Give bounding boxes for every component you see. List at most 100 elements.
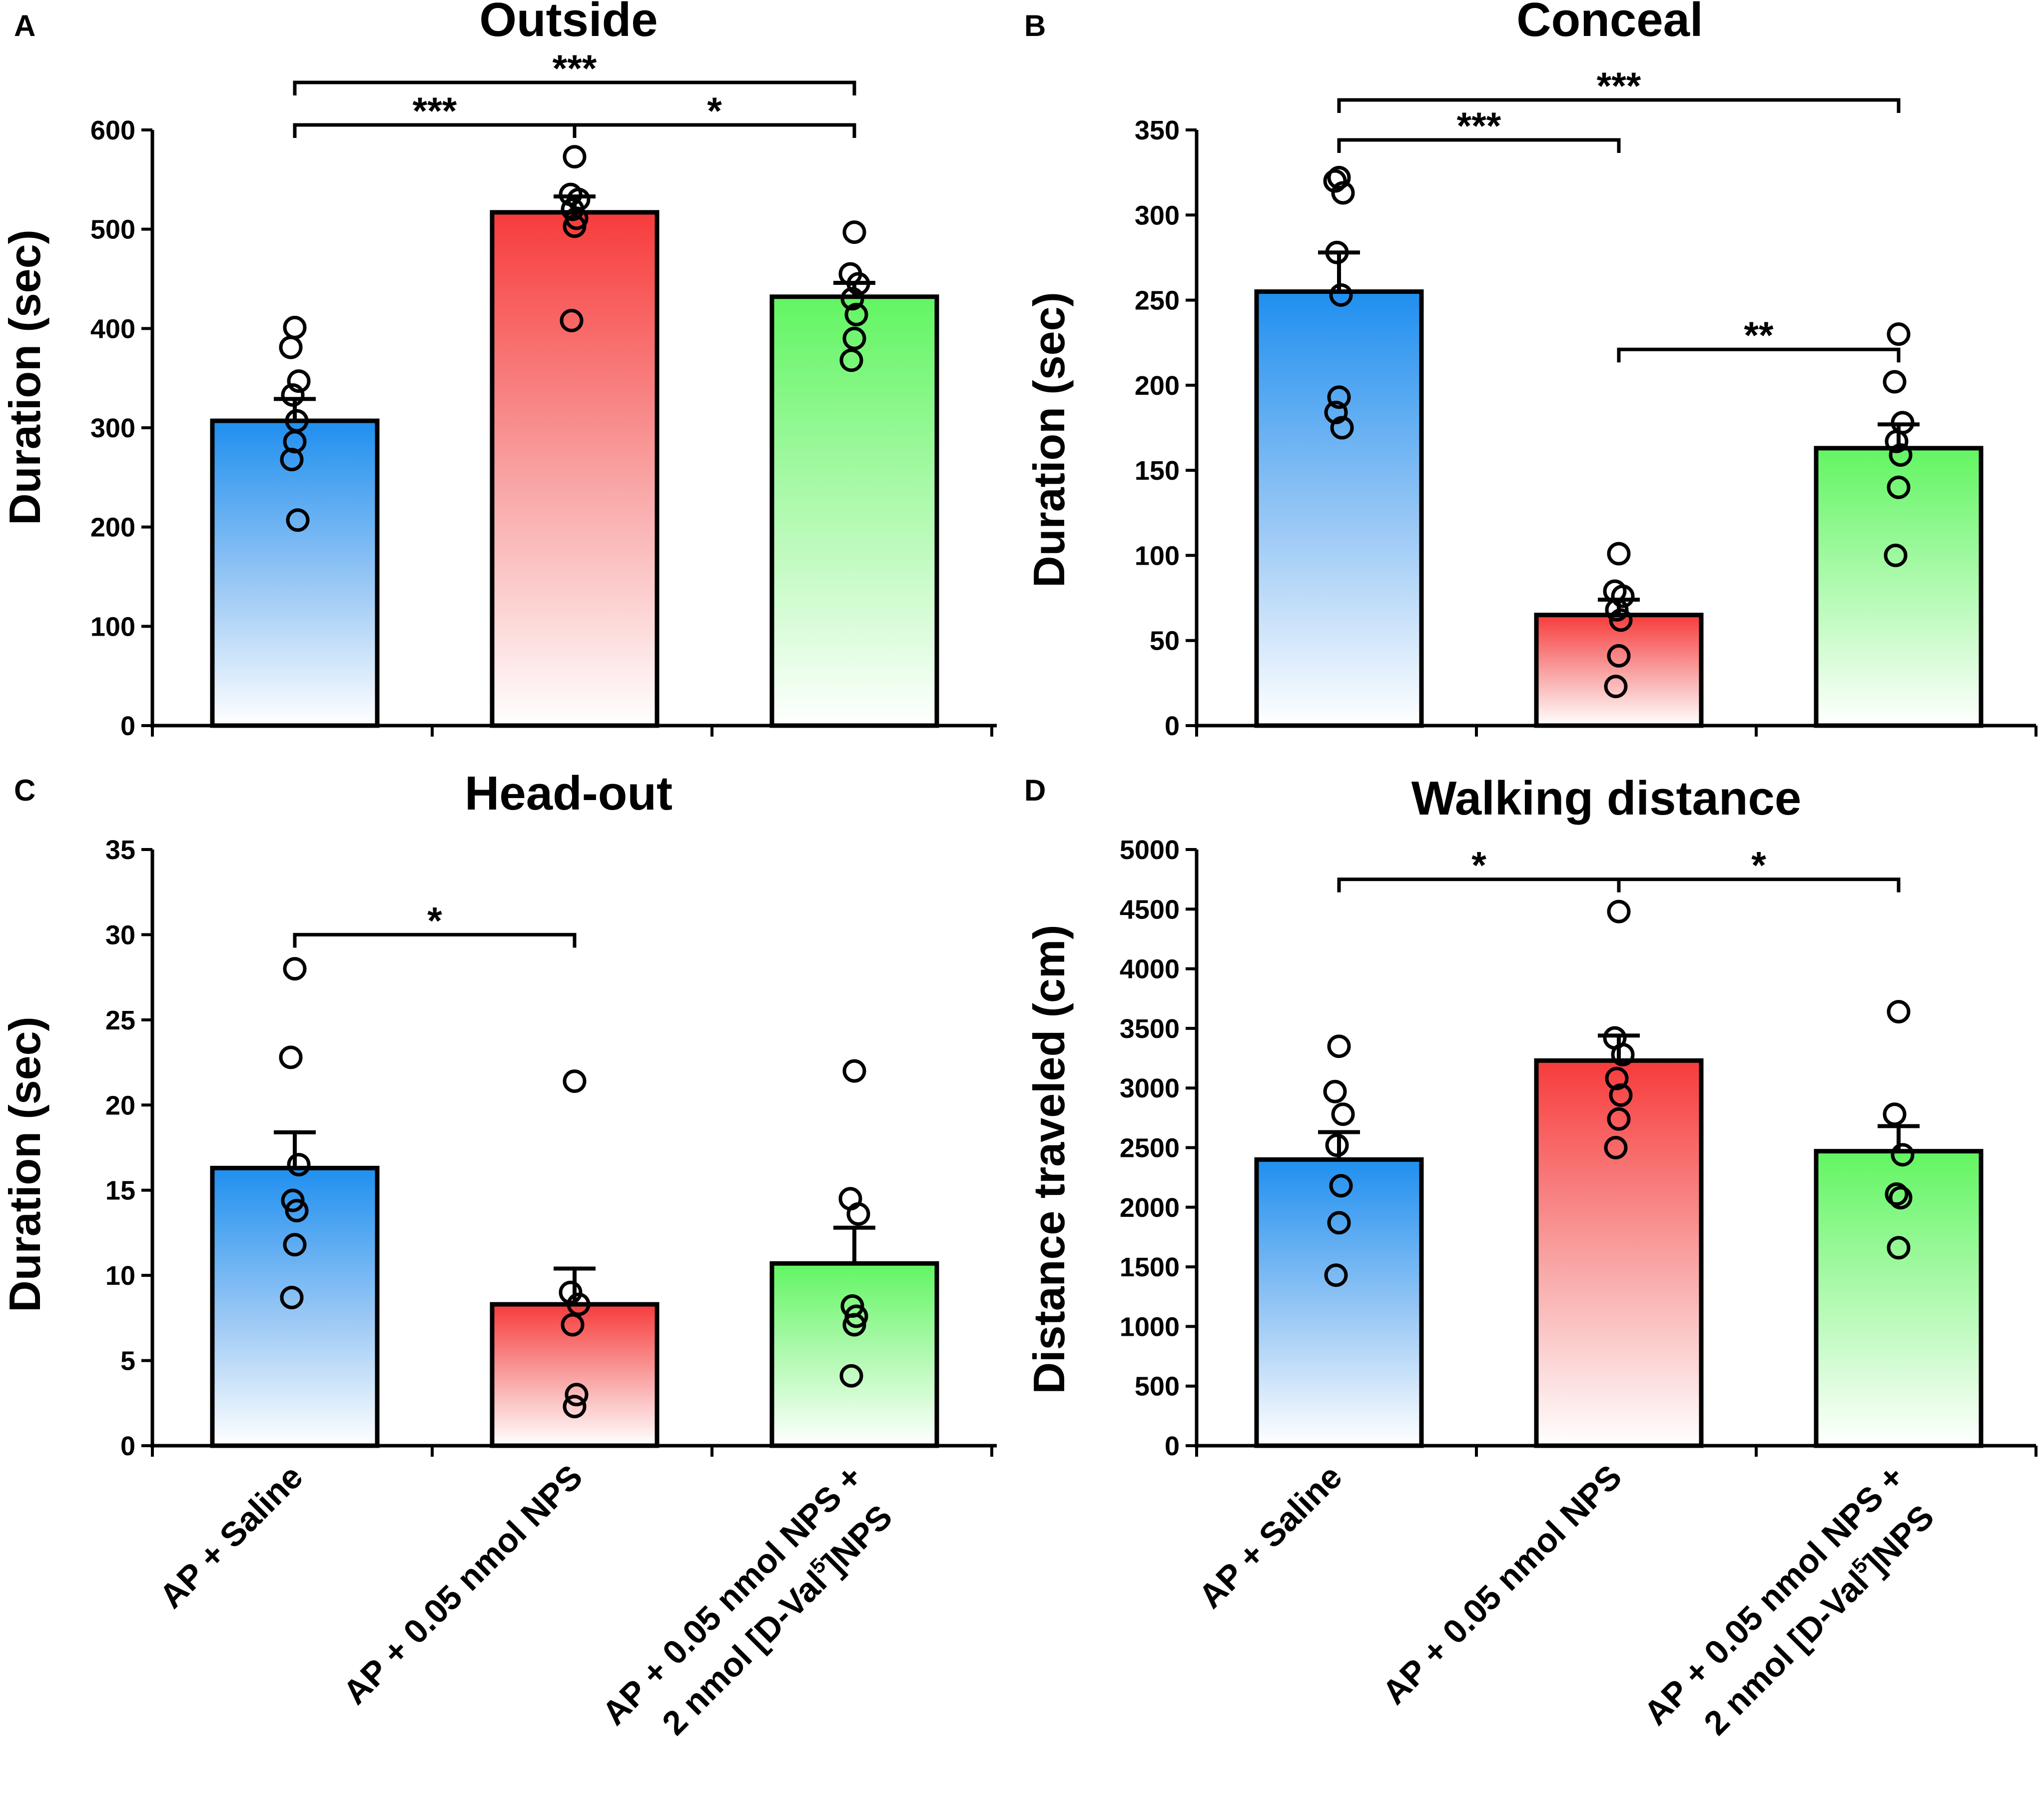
category-labels-right: AP + Saline AP + 0.05 nmol NPS AP + 0.05…	[1191, 1458, 1941, 1743]
data-point	[839, 348, 863, 372]
y-tick-label: 200	[1135, 371, 1180, 401]
data-point	[846, 272, 870, 296]
data-point	[1885, 1182, 1909, 1206]
y-tick-label: 50	[1150, 626, 1180, 656]
significance-label: ***	[1457, 105, 1501, 147]
data-point	[283, 315, 307, 339]
data-point	[561, 1313, 585, 1337]
data-point	[1611, 584, 1635, 608]
data-point	[842, 326, 866, 350]
data-point	[559, 1280, 583, 1304]
panel-letter: B	[1024, 9, 1046, 42]
chart-title: Conceal	[1516, 0, 1703, 46]
data-point	[283, 957, 307, 981]
data-point	[846, 1202, 870, 1226]
y-tick-label: 20	[105, 1090, 135, 1120]
panel-letter: D	[1024, 774, 1046, 807]
panel-letter: A	[14, 9, 35, 42]
category-labels-left: AP + Saline AP + 0.05 nmol NPS AP + 0.05…	[152, 1458, 899, 1743]
data-point	[1327, 165, 1351, 189]
chart-title: Outside	[479, 0, 658, 46]
significance-label: *	[427, 900, 442, 942]
bar	[490, 1302, 660, 1448]
data-point	[842, 220, 866, 244]
data-point	[1324, 400, 1348, 424]
data-point	[560, 308, 584, 332]
data-point	[281, 1188, 305, 1212]
data-point	[1609, 608, 1633, 632]
data-point	[563, 1395, 587, 1419]
data-point	[1330, 416, 1354, 440]
y-tick-label: 1000	[1120, 1312, 1180, 1342]
panel-c-head-out: C Head-out Duration (sec) 0 5 10 15 20 25 30 35…	[0, 767, 997, 1461]
data-point	[1605, 1066, 1629, 1090]
data-point	[1607, 900, 1631, 923]
significance-bracket	[1617, 347, 1901, 363]
data-point	[1883, 370, 1907, 394]
y-axis-label: Duration (sec)	[0, 1016, 49, 1312]
bar	[1534, 613, 1704, 728]
data-point	[1884, 543, 1908, 567]
data-point	[281, 383, 305, 407]
bar	[1814, 446, 1984, 728]
category-label: AP + Saline	[1191, 1458, 1349, 1616]
bar	[1534, 1058, 1704, 1448]
y-tick-label: 350	[1135, 115, 1180, 145]
chart-marks: 0 5 10 15 20 25 30 35 *	[105, 835, 997, 1461]
significance-label: ***	[553, 47, 597, 90]
y-tick-label: 2500	[1120, 1133, 1180, 1163]
data-point	[565, 1383, 589, 1407]
y-tick-label: 5000	[1120, 835, 1180, 865]
data-point	[1607, 1107, 1631, 1131]
data-point	[1329, 283, 1353, 307]
data-point	[567, 1292, 591, 1316]
data-point	[1883, 1102, 1907, 1126]
panel-a-outside: A Outside Duration (sec) 0 100 200 300 400 50…	[0, 0, 997, 741]
data-point	[563, 214, 587, 238]
data-point	[287, 1153, 311, 1177]
y-tick-label: 4000	[1120, 954, 1180, 984]
y-tick-label: 250	[1135, 286, 1180, 316]
y-tick-label: 25	[105, 1005, 135, 1035]
y-tick-label: 10	[105, 1261, 135, 1291]
data-point	[1331, 181, 1355, 205]
data-point	[563, 145, 587, 169]
data-point	[1891, 1143, 1915, 1167]
data-point	[283, 1233, 307, 1257]
y-tick-label: 150	[1135, 456, 1180, 486]
significance-label: ***	[413, 90, 457, 132]
bar	[210, 418, 380, 728]
data-point	[1331, 1102, 1355, 1126]
bar	[1254, 1157, 1424, 1448]
y-tick-label: 0	[1165, 1431, 1180, 1461]
data-point	[280, 1285, 304, 1309]
data-point	[285, 1199, 309, 1223]
y-tick-label: 600	[90, 115, 135, 145]
data-point	[1885, 429, 1909, 453]
data-point	[1327, 1034, 1351, 1058]
y-tick-label: 2000	[1120, 1193, 1180, 1223]
data-point	[1604, 675, 1628, 699]
data-point	[840, 287, 864, 311]
data-point	[279, 335, 303, 359]
significance-bracket	[293, 80, 856, 95]
category-label: AP + 0.05 nmol NPS	[1375, 1458, 1629, 1712]
data-point	[279, 1045, 303, 1069]
data-point	[842, 1059, 866, 1083]
data-point	[1323, 1079, 1347, 1103]
significance-bracket	[293, 932, 577, 948]
data-point	[1325, 240, 1349, 264]
data-point	[1323, 169, 1347, 193]
data-point	[286, 508, 310, 532]
y-tick-label: 100	[1135, 541, 1180, 571]
y-axis-label: Distance traveled (cm)	[1024, 924, 1074, 1394]
data-point	[842, 1313, 866, 1337]
data-point	[1329, 1174, 1353, 1198]
data-point	[287, 369, 311, 393]
y-tick-label: 0	[120, 711, 135, 741]
y-tick-label: 3000	[1120, 1073, 1180, 1103]
data-point	[1611, 1042, 1635, 1066]
data-point	[1887, 999, 1911, 1023]
